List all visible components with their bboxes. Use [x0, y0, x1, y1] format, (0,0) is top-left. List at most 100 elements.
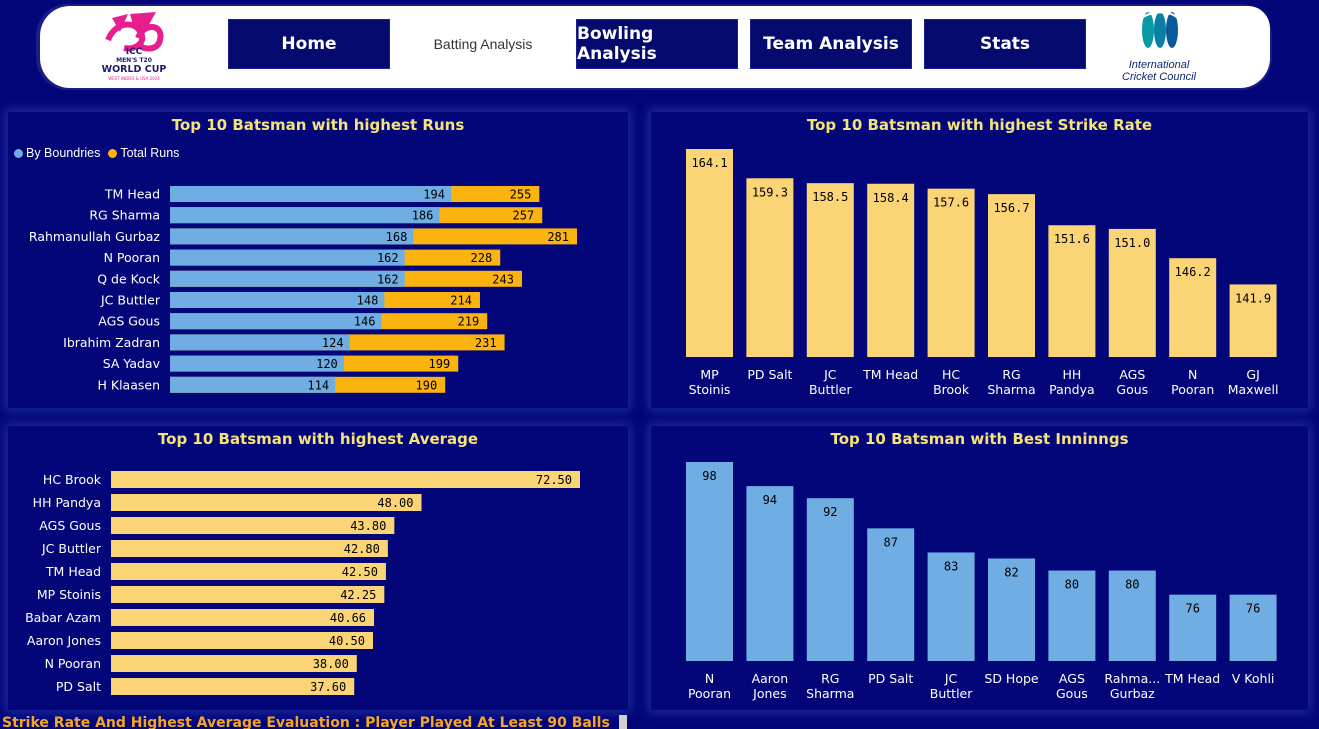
average-bar[interactable]: [111, 471, 580, 488]
column-bar[interactable]: [927, 552, 975, 661]
boundaries-value-label: 186: [412, 209, 434, 223]
average-bar[interactable]: [111, 632, 373, 649]
average-category-label: JC Buttler: [41, 541, 102, 556]
boundaries-bar[interactable]: [170, 249, 405, 266]
legend-boundaries-label: By Boundries: [26, 146, 101, 160]
boundaries-bar[interactable]: [170, 228, 414, 245]
average-category-label: HH Pandya: [33, 495, 101, 510]
runs-category-label: Q de Kock: [97, 271, 161, 286]
column-category-label: Buttler: [809, 382, 852, 397]
legend-boundaries-dot: [14, 149, 23, 159]
boundaries-bar[interactable]: [170, 376, 336, 393]
column-bar[interactable]: [867, 183, 915, 357]
average-bar[interactable]: [111, 609, 375, 626]
column-bar[interactable]: [1169, 594, 1217, 661]
column-value-label: 141.9: [1235, 291, 1271, 305]
average-value-label: 40.50: [329, 634, 365, 648]
column-category-label: HH: [1062, 367, 1081, 382]
average-value-label: 42.80: [344, 542, 380, 556]
column-category-label: MP: [700, 367, 719, 382]
runs-category-label: TM Head: [104, 187, 160, 202]
column-value-label: 83: [944, 559, 958, 573]
icc-logo-line2: Cricket Council: [1122, 71, 1197, 83]
column-category-label: SD Hope: [984, 671, 1039, 686]
legend-boundaries: By Boundries: [14, 146, 100, 160]
column-bar[interactable]: [746, 486, 794, 661]
column-category-label: Pandya: [1049, 382, 1095, 397]
column-category-label: Brook: [933, 382, 970, 397]
column-value-label: 87: [883, 535, 897, 549]
column-category-label: AGS: [1119, 367, 1145, 382]
nav-bowling-analysis-button[interactable]: Bowling Analysis: [576, 19, 738, 69]
total-runs-value-label: 199: [429, 357, 451, 371]
column-value-label: 146.2: [1175, 265, 1211, 279]
column-bar[interactable]: [806, 183, 854, 357]
column-bar[interactable]: [927, 188, 975, 357]
scrollbar[interactable]: [619, 715, 627, 729]
average-value-label: 37.60: [310, 680, 346, 694]
boundaries-bar[interactable]: [170, 313, 382, 330]
total-runs-value-label: 190: [416, 378, 438, 392]
average-value-label: 38.00: [313, 657, 349, 671]
boundaries-bar[interactable]: [170, 334, 350, 351]
column-bar[interactable]: [686, 149, 733, 357]
column-value-label: 151.0: [1114, 236, 1150, 250]
runs-category-label: JC Buttler: [100, 293, 161, 308]
average-value-label: 42.25: [340, 588, 376, 602]
boundaries-value-label: 194: [423, 188, 445, 202]
average-category-label: PD Salt: [56, 679, 101, 694]
logo-mens-label: MEN'S T20: [116, 57, 152, 64]
total-runs-value-label: 255: [510, 188, 532, 202]
column-value-label: 158.4: [873, 191, 909, 205]
nav-batting-analysis-button[interactable]: Batting Analysis: [433, 36, 533, 52]
column-bar[interactable]: [806, 498, 854, 661]
column-value-label: 82: [1004, 565, 1018, 579]
average-bar[interactable]: [111, 678, 355, 695]
column-bar[interactable]: [867, 528, 915, 661]
total-runs-value-label: 257: [513, 209, 535, 223]
average-category-label: N Pooran: [45, 656, 101, 671]
runs-category-label: N Pooran: [104, 250, 160, 265]
nav-stats-button[interactable]: Stats: [924, 19, 1086, 69]
best-innings-chart-title: Top 10 Batsman with Best Inninngs: [830, 430, 1129, 448]
boundaries-bar[interactable]: [170, 207, 440, 224]
average-bar[interactable]: [111, 494, 422, 511]
column-category-label: Aaron: [752, 671, 789, 686]
column-bar[interactable]: [686, 462, 733, 661]
nav-home-button[interactable]: Home: [228, 19, 390, 69]
column-bar[interactable]: [1108, 570, 1156, 661]
average-category-label: HC Brook: [43, 472, 102, 487]
column-bar[interactable]: [1108, 228, 1156, 357]
boundaries-bar[interactable]: [170, 355, 344, 372]
average-bar[interactable]: [111, 655, 357, 672]
average-bar[interactable]: [111, 563, 386, 580]
average-category-label: MP Stoinis: [37, 587, 101, 602]
column-category-label: PD Salt: [747, 367, 792, 382]
column-category-label: Buttler: [930, 686, 973, 701]
runs-category-label: AGS Gous: [98, 314, 160, 329]
column-bar[interactable]: [1048, 570, 1096, 661]
boundaries-bar[interactable]: [170, 292, 385, 308]
column-value-label: 157.6: [933, 196, 969, 210]
column-bar[interactable]: [1229, 594, 1277, 661]
column-bar[interactable]: [1048, 225, 1096, 357]
column-value-label: 80: [1065, 578, 1079, 592]
boundaries-bar[interactable]: [170, 186, 451, 202]
column-category-label: PD Salt: [868, 671, 913, 686]
column-value-label: 159.3: [752, 185, 788, 199]
average-bar[interactable]: [111, 517, 395, 534]
average-bar[interactable]: [111, 540, 388, 557]
boundaries-value-label: 120: [316, 357, 338, 371]
logo-world-cup-label: WORLD CUP: [102, 64, 167, 75]
column-bar[interactable]: [988, 558, 1035, 661]
total-runs-value-label: 243: [492, 272, 514, 286]
column-bar[interactable]: [746, 178, 794, 357]
column-bar[interactable]: [988, 194, 1035, 357]
column-value-label: 151.6: [1054, 232, 1090, 246]
column-category-label: JC: [823, 367, 837, 382]
average-bar[interactable]: [111, 586, 385, 603]
nav-team-analysis-button[interactable]: Team Analysis: [750, 19, 912, 69]
boundaries-bar[interactable]: [170, 270, 405, 287]
column-bar[interactable]: [1169, 258, 1217, 357]
column-bar[interactable]: [1229, 284, 1277, 357]
